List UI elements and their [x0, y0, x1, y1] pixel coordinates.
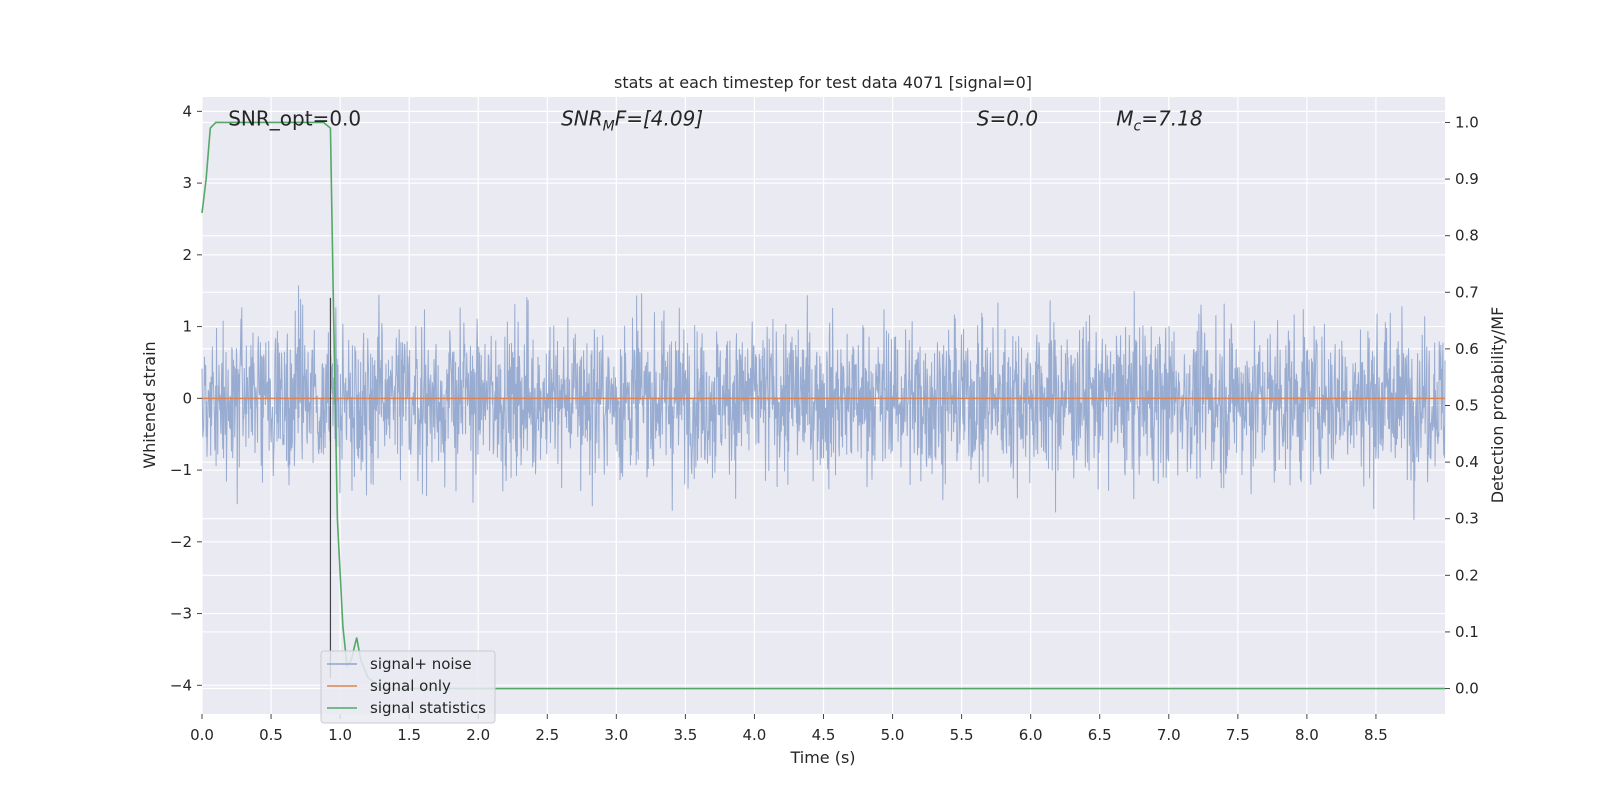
y2-tick-label: 0.2 [1455, 566, 1479, 584]
x-tick-label: 1.0 [328, 726, 352, 744]
y2-tick-label: 0.9 [1455, 170, 1479, 188]
annotation-1: SNRMF=[4.09] [561, 107, 703, 135]
y2-tick-label: 0.3 [1455, 510, 1479, 528]
x-tick-label: 3.5 [673, 726, 697, 744]
y-tick-label: 1 [182, 318, 192, 336]
x-tick-label: 8.5 [1364, 726, 1388, 744]
annotation-3: Mc=7.18 [1116, 107, 1202, 135]
x-tick-label: 0.0 [190, 726, 214, 744]
x-tick-label: 6.5 [1088, 726, 1112, 744]
legend-label-signal-statistics: signal statistics [370, 699, 486, 717]
y-axis-ticks: −4 −3 −2 −1 0 1 2 3 4 [170, 102, 202, 694]
x-tick-label: 5.5 [950, 726, 974, 744]
legend-label-signal-plus-noise: signal+ noise [370, 655, 472, 673]
x-tick-label: 6.0 [1019, 726, 1043, 744]
y-axis-label: Whitened strain [140, 341, 159, 468]
x-tick-label: 7.0 [1157, 726, 1181, 744]
y2-tick-label: 0.0 [1455, 680, 1479, 698]
x-tick-label: 1.5 [397, 726, 421, 744]
x-tick-label: 8.0 [1295, 726, 1319, 744]
x-tick-label: 2.5 [535, 726, 559, 744]
x-tick-label: 7.5 [1226, 726, 1250, 744]
y2-tick-label: 0.7 [1455, 283, 1479, 301]
legend-label-signal-only: signal only [370, 677, 451, 695]
x-tick-label: 3.0 [604, 726, 628, 744]
legend: signal+ noise signal only signal statist… [320, 650, 496, 724]
y2-axis-label: Detection probability/MF [1488, 307, 1507, 504]
y-tick-label: 0 [182, 389, 192, 407]
chart-title: stats at each timestep for test data 407… [614, 73, 1032, 92]
y-tick-label: −2 [170, 533, 192, 551]
y-tick-label: 2 [182, 246, 192, 264]
annotation-0: SNR_opt=0.0 [228, 107, 361, 131]
y-tick-label: −3 [170, 605, 192, 623]
x-tick-label: 4.5 [812, 726, 836, 744]
y2-tick-label: 0.8 [1455, 227, 1479, 245]
annotation-2: S=0.0 [977, 107, 1038, 131]
x-axis-label: Time (s) [789, 748, 855, 767]
x-tick-label: 4.0 [743, 726, 767, 744]
y-tick-label: −1 [170, 461, 192, 479]
y2-tick-label: 0.4 [1455, 453, 1479, 471]
y2-tick-label: 0.5 [1455, 397, 1479, 415]
x-tick-label: 0.5 [259, 726, 283, 744]
x-tick-label: 5.0 [881, 726, 905, 744]
y2-tick-label: 0.6 [1455, 340, 1479, 358]
y-tick-label: −4 [170, 676, 192, 694]
y-tick-label: 3 [182, 174, 192, 192]
y2-tick-label: 0.1 [1455, 623, 1479, 641]
x-axis-ticks: 0.0 0.5 1.0 1.5 2.0 2.5 3.0 3.5 4.0 4.5 5.0 5.5 6.0 6… [190, 714, 1388, 744]
y2-tick-label: 1.0 [1455, 113, 1479, 131]
annotations: SNR_opt=0.0 SNRMF=[4.09] S=0.0 Mc=7.18 [228, 107, 1202, 135]
signal-plus-noise-line [201, 285, 1446, 520]
y2-axis-ticks: 0.0 0.1 0.2 0.3 0.4 0.5 0.6 0.7 0.8 0.9 1.0 [1445, 113, 1479, 698]
x-tick-label: 2.0 [466, 726, 490, 744]
signal-plus-noise-series [201, 285, 1446, 520]
y-tick-label: 4 [182, 102, 192, 120]
legend-frame [320, 650, 496, 724]
